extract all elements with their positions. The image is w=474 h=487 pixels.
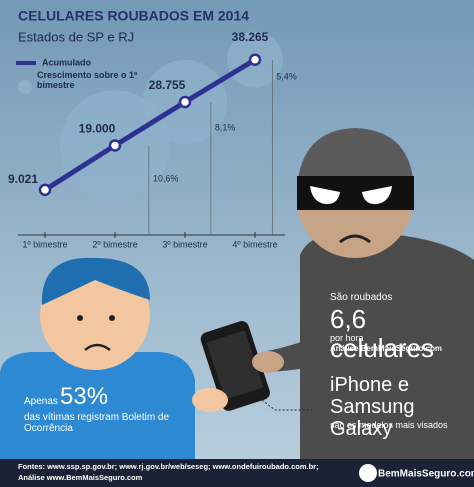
victim-mouth: [84, 343, 111, 352]
victim-shirt: [0, 352, 195, 460]
x-tick-label: 3º bimestre: [162, 239, 207, 249]
thief-intro: São roubados: [330, 292, 393, 303]
victim-eye: [77, 315, 83, 321]
point: [248, 53, 262, 66]
thief-eye: [362, 186, 392, 205]
pointer-line: [261, 399, 312, 411]
bubble-label: 8,1%: [215, 122, 236, 132]
thief-source: Análise BemMaisSeguro.com: [330, 344, 443, 353]
logo: BemMaisSeguro.com: [378, 469, 474, 480]
x-tick-label: 1º bimestre: [22, 239, 67, 249]
thief-unit: por hora: [330, 333, 364, 343]
victim-headline: 53%: [60, 383, 109, 410]
thief-headline: 6,6 celulares: [330, 304, 435, 363]
thief-models-note: são os modelos mais visados: [330, 420, 448, 430]
legend-bubble: [18, 80, 32, 94]
value-label: 28.755: [149, 78, 186, 92]
point: [108, 139, 122, 152]
victim-intro: Apenas: [24, 396, 58, 407]
phone: [200, 321, 270, 411]
chart-subtitle: Estados de SP e RJ: [18, 29, 134, 44]
legend-label: Acumulado: [42, 57, 92, 67]
x-tick-label: 4º bimestre: [232, 239, 277, 249]
bubble-label: 5,4%: [276, 71, 297, 81]
point: [178, 95, 192, 109]
victim-hand: [192, 388, 228, 412]
value-label: 19.000: [79, 122, 116, 136]
chart-title: CELULARES ROUBADOS EM 2014: [18, 8, 249, 24]
footer-analysis: Análise www.BemMaisSeguro.com: [18, 473, 143, 482]
thief-eye: [310, 186, 340, 205]
value-label: 9.021: [8, 172, 38, 186]
thief-beanie: [297, 128, 414, 190]
accumulated-line: [43, 57, 257, 192]
victim-note: das vítimas registram Boletim de Ocorrên…: [24, 412, 170, 434]
victim-hair: [41, 257, 150, 305]
bubble-label: 10,6%: [153, 174, 179, 184]
footer-bar: [0, 459, 474, 487]
value-label: 38.265: [232, 30, 269, 44]
victim-eye: [109, 315, 115, 321]
thief-models: iPhone e Samsung Galaxy: [330, 374, 415, 440]
footer-sources: Fontes: www.ssp.sp.gov.br; www.rj.gov.br…: [18, 462, 319, 471]
x-tick-label: 2º bimestre: [92, 239, 137, 249]
phone-screen: [206, 330, 264, 400]
thief-mouth: [339, 234, 371, 244]
logo-icon: [359, 464, 377, 482]
point: [38, 183, 52, 197]
thief-hand: [252, 351, 284, 373]
thief-body: [300, 231, 474, 460]
legend-label: Crescimento sobre o 1º bimestre: [37, 70, 138, 90]
